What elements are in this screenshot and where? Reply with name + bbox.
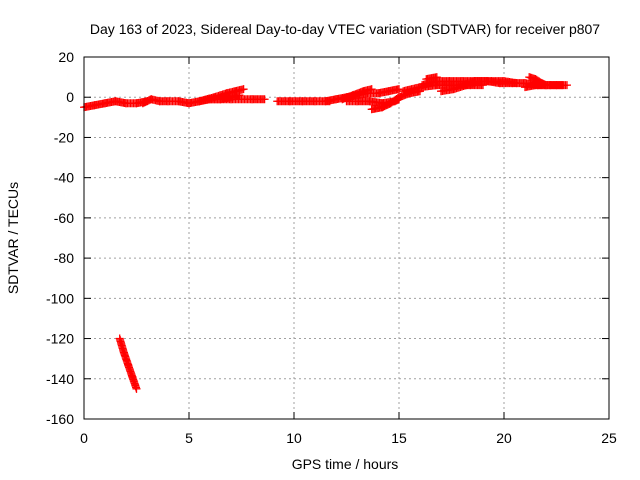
data-point — [563, 81, 571, 90]
y-axis-label: SDTVAR / TECUs — [5, 182, 21, 294]
y-tick-label: -120 — [46, 331, 74, 347]
y-tick-label: -40 — [54, 170, 74, 186]
ticks: 0 5 10 15 20 25 -160 -140 -120 -100 -80 -60 -40 -20 0 2… — [46, 49, 617, 446]
data-series — [80, 73, 571, 393]
y-tick-label: 0 — [66, 89, 74, 105]
data-point — [260, 95, 269, 104]
data-point — [239, 85, 248, 94]
x-tick-label: 25 — [601, 430, 617, 446]
data-point — [432, 73, 441, 82]
chart-title: Day 163 of 2023, Sidereal Day-to-day VTE… — [90, 21, 600, 37]
x-tick-label: 0 — [80, 430, 88, 446]
y-tick-label: 20 — [58, 49, 74, 65]
y-tick-label: -80 — [54, 250, 74, 266]
y-tick-label: -60 — [54, 210, 74, 226]
data-point — [132, 384, 141, 393]
y-tick-label: -160 — [46, 411, 74, 427]
data-point — [512, 79, 521, 88]
x-axis-label: GPS time / hours — [292, 456, 399, 472]
y-tick-label: -100 — [46, 290, 74, 306]
y-tick-label: -140 — [46, 371, 74, 387]
x-tick-label: 10 — [286, 430, 302, 446]
plot-frame — [83, 56, 610, 420]
x-tick-label: 5 — [185, 430, 193, 446]
data-point — [542, 81, 550, 90]
series-sdtvar — [80, 73, 571, 393]
data-point — [395, 85, 403, 94]
data-point — [367, 85, 376, 94]
x-tick-label: 20 — [496, 430, 512, 446]
grid — [84, 57, 609, 419]
y-tick-label: -20 — [54, 129, 74, 145]
x-tick-label: 15 — [391, 430, 407, 446]
